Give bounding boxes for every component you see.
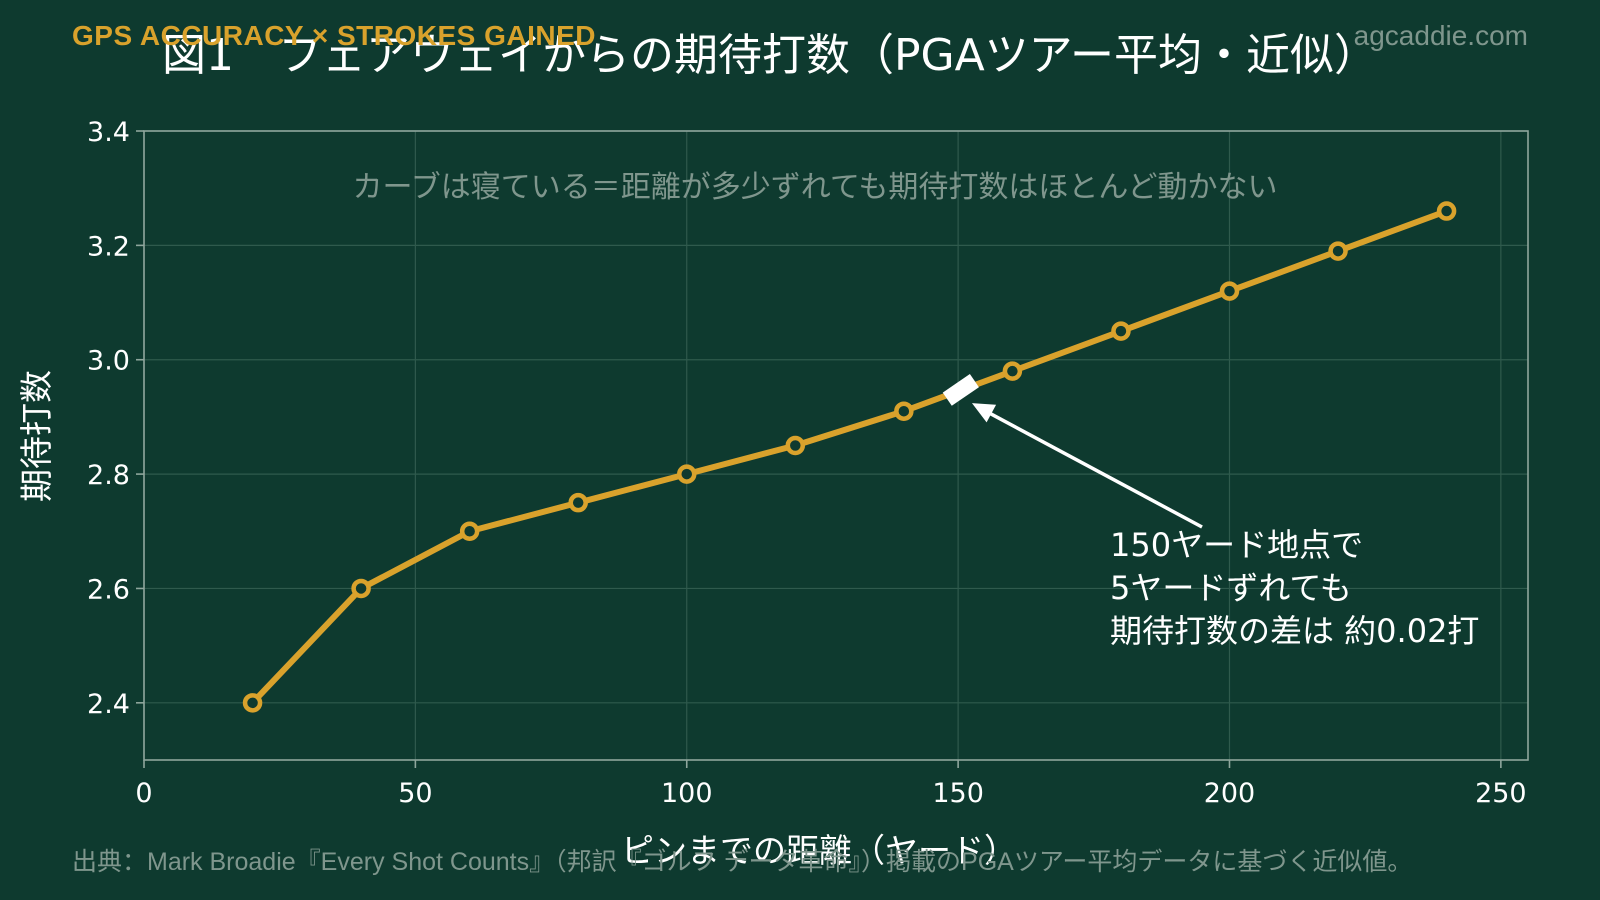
y-tick-label: 3.4 (87, 117, 130, 148)
x-tick-label: 200 (1204, 778, 1256, 809)
data-point (894, 401, 914, 421)
data-point (1002, 361, 1023, 381)
annotation-line: 5ヤードずれても (1110, 569, 1352, 607)
data-point (1436, 201, 1457, 221)
x-axis-title: ピンまでの距離（ヤード） (621, 831, 1017, 870)
y-tick-label: 2.4 (87, 689, 130, 720)
data-point (242, 693, 263, 713)
series-layer (242, 201, 1457, 713)
data-point (1219, 281, 1240, 301)
x-tick-label: 100 (661, 778, 713, 809)
axes: 0 50 100 150 200 250 2.4 2.6 2.8 3.0 3.2 3.4 (87, 117, 1529, 809)
site-url: agcaddie.com (1353, 20, 1528, 51)
chart-note: カーブは寝ている＝距離が多少ずれても期待打数はほとんど動かない (353, 170, 1278, 205)
highlight-segment (942, 373, 979, 406)
y-axis-title: 期待打数 (17, 370, 56, 502)
x-tick-label: 0 (135, 778, 152, 809)
annotation-arrow-head (971, 403, 997, 423)
plot-frame (143, 130, 1529, 761)
y-tick-label: 3.0 (87, 346, 130, 377)
brand-label: GPS ACCURACY × STROKES GAINED (72, 20, 597, 51)
y-tick-label: 3.2 (87, 231, 130, 262)
series-line (249, 208, 1450, 706)
chart-title: 図1 フェアウェイからの期待打数（PGAツアー平均・近似） (162, 30, 1378, 81)
data-point (1328, 241, 1348, 261)
data-point (351, 578, 371, 599)
annotation-line: 期待打数の差は 約0.02打 (1110, 612, 1479, 650)
x-tick-label: 250 (1475, 778, 1527, 809)
x-tick-label: 50 (398, 778, 432, 809)
data-point (459, 521, 480, 542)
source-footnote: 出典：Mark Broadie『Every Shot Counts』（邦訳『ゴル… (72, 848, 1413, 876)
data-point (568, 492, 588, 513)
y-tick-label: 2.6 (87, 574, 130, 605)
y-tick-label: 2.8 (87, 460, 130, 491)
x-tick-label: 150 (932, 778, 984, 809)
data-point (676, 464, 697, 484)
annotation-arrow-shaft (983, 408, 1203, 529)
data-point (1111, 321, 1131, 341)
annotation-line: 150ヤード地点で (1110, 526, 1363, 564)
data-point (785, 435, 806, 456)
grid-lines (143, 130, 1528, 760)
